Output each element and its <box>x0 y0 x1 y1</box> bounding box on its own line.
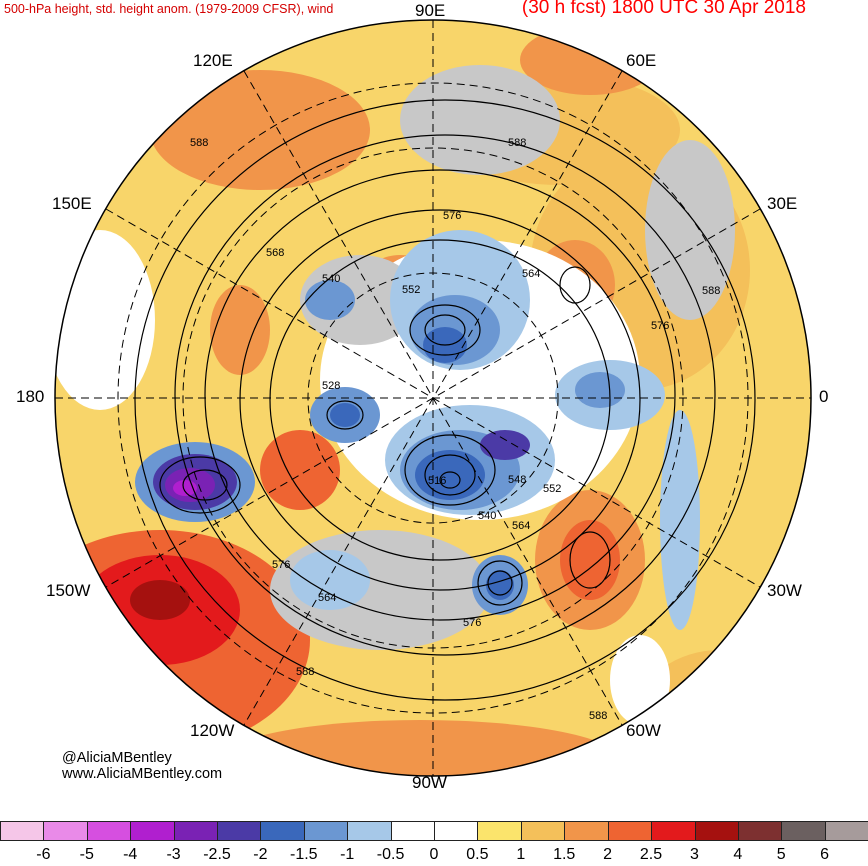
colorbar-swatch <box>434 821 479 841</box>
contour-label: 568 <box>266 247 284 259</box>
colorbar-tick-label: 2.5 <box>639 846 663 863</box>
colorbar-swatch <box>737 821 783 841</box>
contour-label-group: 588 588 568 540 552 576 564 588 576 528 … <box>190 137 720 722</box>
lon-label-90e: 90E <box>415 1 446 20</box>
map-title: 500-hPa height, std. height anom. (1979-… <box>4 2 334 16</box>
polar-map: 588 588 568 540 552 576 564 588 576 528 … <box>54 19 812 777</box>
colorbar-swatch <box>303 821 349 841</box>
lon-label-180: 180 <box>16 387 45 406</box>
colorbar-swatch <box>390 821 436 841</box>
colorbar-swatch <box>564 821 609 841</box>
colorbar-swatch <box>694 821 739 841</box>
colorbar-tick-label: -5 <box>79 846 94 863</box>
colorbar-swatch <box>651 821 696 841</box>
colorbar-tick-label: 5 <box>776 846 786 863</box>
lon-label-60w: 60W <box>626 721 661 740</box>
contour-label: 564 <box>522 268 540 280</box>
contour-label: 552 <box>402 284 420 296</box>
contour-label: 576 <box>272 559 290 571</box>
lon-label-30w: 30W <box>767 581 802 600</box>
lon-label-150w: 150W <box>46 581 91 600</box>
colorbar-tick-label: -2.5 <box>203 846 231 863</box>
colorbar-swatch <box>86 821 132 841</box>
lon-label-120e: 120E <box>193 51 233 70</box>
lon-label-120w: 120W <box>190 721 235 740</box>
colorbar-swatch <box>260 821 305 841</box>
map-border <box>54 19 812 777</box>
colorbar-tick-label: -1.5 <box>290 846 318 863</box>
colorbar-tick-label: -6 <box>36 846 51 863</box>
colorbar-tick-label: 1 <box>516 846 526 863</box>
colorbar-tick-label: -3 <box>166 846 181 863</box>
colorbar-tick-label: -4 <box>123 846 138 863</box>
colorbar-tick-label: 6 <box>820 846 830 863</box>
lon-label-150e: 150E <box>52 194 92 213</box>
colorbar-swatch <box>43 821 88 841</box>
author-credit: @AliciaMBentley <box>62 750 172 766</box>
anomaly-field <box>55 20 811 776</box>
colorbar-tick-label: 1.5 <box>553 846 576 863</box>
colorbar-tick-label: 3 <box>689 846 699 863</box>
colorbar-swatch <box>173 821 219 841</box>
contour-label: 516 <box>428 475 446 487</box>
colorbar-tick-label: -0.5 <box>376 846 405 863</box>
lon-label-0: 0 <box>819 387 829 406</box>
colorbar-swatch <box>824 821 868 841</box>
contour-label: 528 <box>322 380 340 392</box>
colorbar-tick-label: 4 <box>733 846 743 863</box>
colorbar-tick-label: 0 <box>429 846 439 863</box>
lon-label-60e: 60E <box>626 51 657 70</box>
contour-label: 588 <box>508 137 526 149</box>
height-contours <box>134 99 756 701</box>
contour-label: 552 <box>543 483 561 495</box>
lon-label-30e: 30E <box>767 194 798 213</box>
contour-label: 588 <box>702 285 720 297</box>
contour-label: 540 <box>478 510 496 522</box>
colorbar-swatch <box>347 821 392 841</box>
colorbar-swatch <box>477 821 522 841</box>
contour-label: 588 <box>190 137 208 149</box>
colorbar-swatch <box>607 821 653 841</box>
colorbar-tick-label: -1 <box>340 846 355 863</box>
colorbar-swatch <box>520 821 566 841</box>
colorbar-swatch <box>217 821 262 841</box>
contour-label: 564 <box>512 520 530 532</box>
colorbar <box>0 821 868 841</box>
lon-label-90w: 90W <box>412 773 447 792</box>
contour-label: 576 <box>651 320 669 332</box>
contour-label: 540 <box>322 273 340 285</box>
contour-label: 576 <box>463 617 481 629</box>
colorbar-tick-label: 2 <box>603 846 613 863</box>
colorbar-swatch <box>130 821 175 841</box>
author-website: www.AliciaMBentley.com <box>62 766 223 782</box>
contour-label: 588 <box>296 666 314 678</box>
graticule <box>55 20 811 776</box>
colorbar-ticks: -6 -5 -4 -3 -2.5 -2 -1.5 -1 -0.5 0 0.5 1 1.5 2 2.5 3 4 5 6 <box>0 846 868 866</box>
contour-label: 576 <box>443 210 461 222</box>
forecast-time: (30 h fcst) 1800 UTC 30 Apr 2018 <box>521 0 806 18</box>
contour-label: 564 <box>318 592 336 604</box>
colorbar-swatch <box>781 821 826 841</box>
colorbar-tick-label: 0.5 <box>466 846 489 863</box>
contour-label: 548 <box>508 474 526 486</box>
colorbar-swatch <box>0 821 45 841</box>
colorbar-tick-label: -2 <box>253 846 268 863</box>
contour-label: 588 <box>589 710 607 722</box>
